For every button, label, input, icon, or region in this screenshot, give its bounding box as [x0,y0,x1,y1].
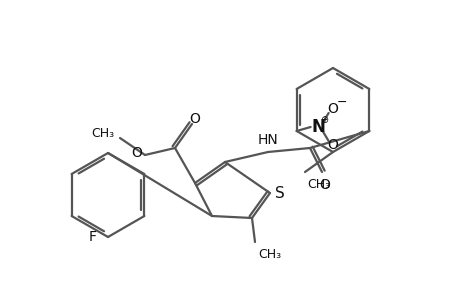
Text: S: S [274,187,284,202]
Text: O: O [326,102,337,116]
Text: CH₃: CH₃ [91,127,114,140]
Text: F: F [89,230,97,244]
Text: O: O [131,146,142,160]
Text: HN: HN [257,133,278,147]
Text: CH₃: CH₃ [257,248,280,261]
Text: −: − [336,95,346,109]
Text: O: O [189,112,200,126]
Text: CH₃: CH₃ [306,178,330,191]
Text: ⊕: ⊕ [320,115,328,125]
Text: O: O [326,138,337,152]
Text: N: N [311,118,325,136]
Text: O: O [319,178,330,192]
